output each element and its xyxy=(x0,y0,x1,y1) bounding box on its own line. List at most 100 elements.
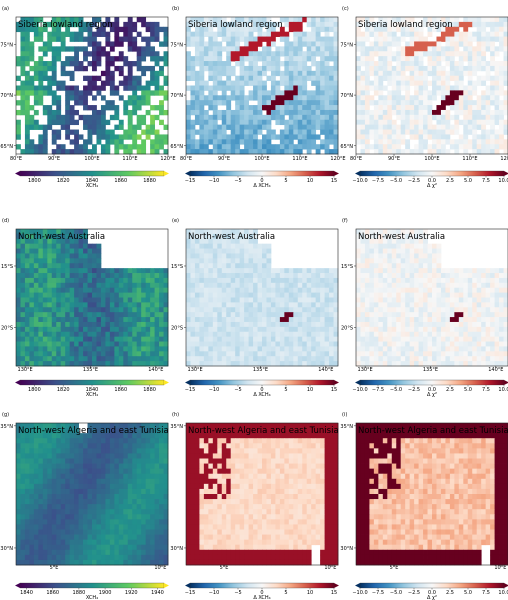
heatmap-cell xyxy=(262,263,267,269)
heatmap-cell xyxy=(405,75,411,82)
heatmap-cell xyxy=(29,233,35,240)
panel-title: Siberia lowland region xyxy=(358,20,453,30)
colorbar-label: Δ XCH₄ xyxy=(253,183,270,189)
heatmap-cell xyxy=(373,80,379,86)
heatmap-cell xyxy=(163,36,169,42)
heatmap-cell xyxy=(199,80,205,86)
heatmap-cell xyxy=(226,312,232,318)
heatmap-cell xyxy=(235,75,241,82)
heatmap-cell xyxy=(472,341,478,347)
heatmap-cell xyxy=(360,75,366,82)
heatmap-cell xyxy=(105,351,111,357)
heatmap-cell xyxy=(83,85,88,91)
heatmap-cell xyxy=(329,105,334,111)
heatmap-cell xyxy=(427,46,433,52)
heatmap-cell xyxy=(463,326,469,333)
heatmap-cell xyxy=(38,243,44,249)
heatmap-cell xyxy=(226,341,232,347)
heatmap-cell xyxy=(503,109,508,116)
heatmap-cell xyxy=(378,149,384,155)
heatmap-cell xyxy=(208,105,214,111)
heatmap-cell xyxy=(253,238,258,245)
heatmap-cell xyxy=(244,75,249,82)
heatmap-cell xyxy=(463,139,469,145)
heatmap-cell xyxy=(333,65,339,72)
heatmap-cell xyxy=(467,61,473,67)
heatmap-cell xyxy=(405,356,411,362)
heatmap-cell xyxy=(414,268,419,274)
heatmap-cell xyxy=(414,114,419,121)
heatmap-cell xyxy=(96,346,102,352)
heatmap-cell xyxy=(56,307,62,313)
heatmap-cell xyxy=(494,114,500,121)
heatmap-cell xyxy=(20,56,26,62)
heatmap-cell xyxy=(494,336,500,342)
heatmap-cell xyxy=(490,341,495,347)
heatmap-cell xyxy=(405,129,411,135)
heatmap-cell xyxy=(83,346,88,352)
heatmap-cell xyxy=(118,134,124,140)
heatmap-cell xyxy=(208,149,214,155)
heatmap-cell xyxy=(221,341,227,347)
heatmap-cell xyxy=(378,312,384,318)
heatmap-cell xyxy=(33,273,39,279)
heatmap-cell xyxy=(503,75,508,82)
heatmap-cell xyxy=(369,292,375,298)
heatmap-cell xyxy=(87,114,93,121)
heatmap-cell xyxy=(445,17,451,23)
heatmap-cell xyxy=(400,85,406,91)
heatmap-cell xyxy=(163,268,169,274)
heatmap-cell xyxy=(65,317,71,323)
heatmap-cell xyxy=(239,268,245,274)
heatmap-cell xyxy=(302,80,308,86)
heatmap-cell xyxy=(123,307,129,313)
heatmap-cell xyxy=(253,144,258,150)
heatmap-cell xyxy=(105,56,111,62)
heatmap-cell xyxy=(136,80,142,86)
heatmap-cell xyxy=(472,90,478,96)
heatmap-cell xyxy=(203,263,209,269)
heatmap-cell xyxy=(150,114,155,121)
heatmap-cell xyxy=(92,109,97,116)
heatmap-cell xyxy=(69,341,75,347)
heatmap-cell xyxy=(449,292,455,298)
heatmap-cell xyxy=(132,361,138,367)
heatmap-cell xyxy=(194,297,200,303)
heatmap-cell xyxy=(432,268,437,274)
heatmap-cell xyxy=(270,144,276,150)
heatmap-cell xyxy=(154,307,160,313)
heatmap-cell xyxy=(356,292,361,298)
heatmap-cell xyxy=(253,248,258,254)
heatmap-cell xyxy=(141,129,147,135)
heatmap-cell xyxy=(253,361,258,367)
heatmap-cell xyxy=(356,321,361,328)
heatmap-cell xyxy=(306,273,312,279)
heatmap-cell xyxy=(29,282,35,289)
heatmap-cell xyxy=(454,51,460,57)
heatmap-cell xyxy=(203,233,209,240)
heatmap-cell xyxy=(284,17,290,23)
heatmap-cell xyxy=(212,51,218,57)
heatmap-cell xyxy=(494,351,500,357)
heatmap-cell xyxy=(302,31,308,37)
heatmap-cell xyxy=(467,331,473,338)
heatmap-cell xyxy=(105,317,111,323)
heatmap-cell xyxy=(440,356,446,362)
heatmap-cell xyxy=(248,361,254,367)
heatmap-cell xyxy=(279,356,285,362)
heatmap-cell xyxy=(293,90,299,96)
heatmap-cell xyxy=(248,134,254,140)
heatmap-cell xyxy=(293,46,299,52)
heatmap-cell xyxy=(481,326,487,333)
heatmap-cell xyxy=(105,129,111,135)
heatmap-cell xyxy=(253,321,258,328)
heatmap-cell xyxy=(208,46,214,52)
heatmap-cell xyxy=(302,268,308,274)
heatmap-cell xyxy=(364,105,370,111)
heatmap-cell xyxy=(409,238,415,245)
heatmap-cell xyxy=(60,65,66,72)
heatmap-cell xyxy=(445,287,451,294)
heatmap-cell xyxy=(190,243,196,249)
heatmap-cell xyxy=(293,95,299,101)
heatmap-cell xyxy=(503,149,508,155)
